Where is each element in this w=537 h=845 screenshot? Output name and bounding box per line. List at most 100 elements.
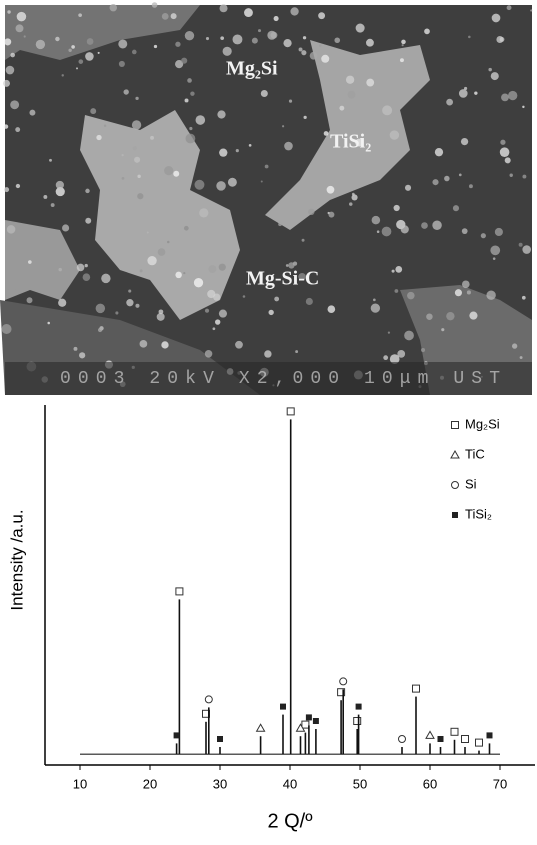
speckle [459,89,468,98]
x-axis-label: 2 Q/º [267,810,313,832]
speckle [7,288,16,297]
speckle [184,226,189,231]
speckle [135,97,138,100]
speckle [175,272,181,278]
speckle [74,347,78,351]
peak-marker [354,718,361,725]
speckle [219,264,226,271]
speckle [199,208,208,217]
speckle [110,4,117,11]
speckle [244,8,253,17]
speckle [43,195,47,199]
speckle [290,7,298,15]
peak-marker [399,736,406,743]
peak-marker [340,678,347,685]
speckle [189,127,192,130]
speckle [173,171,179,177]
speckle [261,181,263,183]
speckle [233,34,243,44]
speckle [62,224,69,231]
speckle [77,264,85,272]
speckle [3,80,10,87]
speckle [467,290,471,294]
speckle [47,322,50,325]
speckle [10,53,15,58]
speckle [181,58,187,64]
peak-marker [438,736,444,742]
speckle [402,44,404,46]
peak-marker [356,704,362,710]
speckle [421,222,428,229]
speckle [147,256,156,265]
speckle [295,350,298,353]
sem-image: Mg₂Si TiSi₂ Mg-Si-C 0003 20kV X2,000 10μ… [0,2,532,395]
speckle [400,58,404,62]
speckle [286,264,289,267]
speckle [453,205,459,211]
speckle [289,100,292,103]
speckle [324,131,329,136]
x-tick-label: 70 [493,776,507,791]
speckle [261,90,268,97]
speckle [459,174,462,177]
speckle [500,147,510,157]
peak-marker [280,704,286,710]
speckle [382,105,392,115]
speckle [383,355,388,360]
speckle [356,24,365,33]
speckle [462,280,470,288]
phase-label: Mg₂Si [226,58,278,80]
speckle [455,289,462,296]
peak-marker [451,728,458,735]
speckle [401,40,406,45]
speckle [441,328,444,331]
speckle [157,313,165,321]
speckle [49,159,52,162]
speckle [83,273,91,281]
speckle [17,12,26,21]
speckle [302,239,305,242]
speckle [28,260,32,264]
speckle [236,149,239,152]
speckle [223,47,232,56]
speckle [486,291,495,300]
speckle [167,241,170,244]
legend-label: Mg₂Si [465,416,500,431]
speckle [306,298,313,305]
speckle [59,268,62,271]
speckle [205,309,209,313]
speckle [327,186,335,194]
peak-marker [287,408,294,415]
speckle [147,232,149,234]
speckle [51,203,55,207]
speckle [432,221,441,230]
speckle [185,31,194,40]
speckle [85,189,89,193]
legend-label: Si [465,476,477,491]
speckle [76,67,78,69]
phase-label: TiSi₂ [330,131,371,153]
speckle [282,125,284,127]
speckle [328,305,336,313]
speckle [219,310,227,318]
legend-label: TiSi₂ [465,506,492,521]
speckle [522,175,526,179]
speckle [388,332,390,334]
speckle [249,144,252,147]
speckle [87,38,94,45]
speckle [158,248,166,256]
speckle [505,157,511,163]
speckle [123,89,128,94]
speckle [71,45,75,49]
speckle [98,328,102,332]
speckle [304,116,307,119]
speckle [278,222,282,226]
speckle [349,202,352,205]
speckle [135,304,139,308]
speckle [96,135,101,140]
speckle [252,38,258,44]
speckle [62,74,64,76]
speckle [27,297,33,303]
speckle [492,14,501,23]
speckle [522,296,526,300]
